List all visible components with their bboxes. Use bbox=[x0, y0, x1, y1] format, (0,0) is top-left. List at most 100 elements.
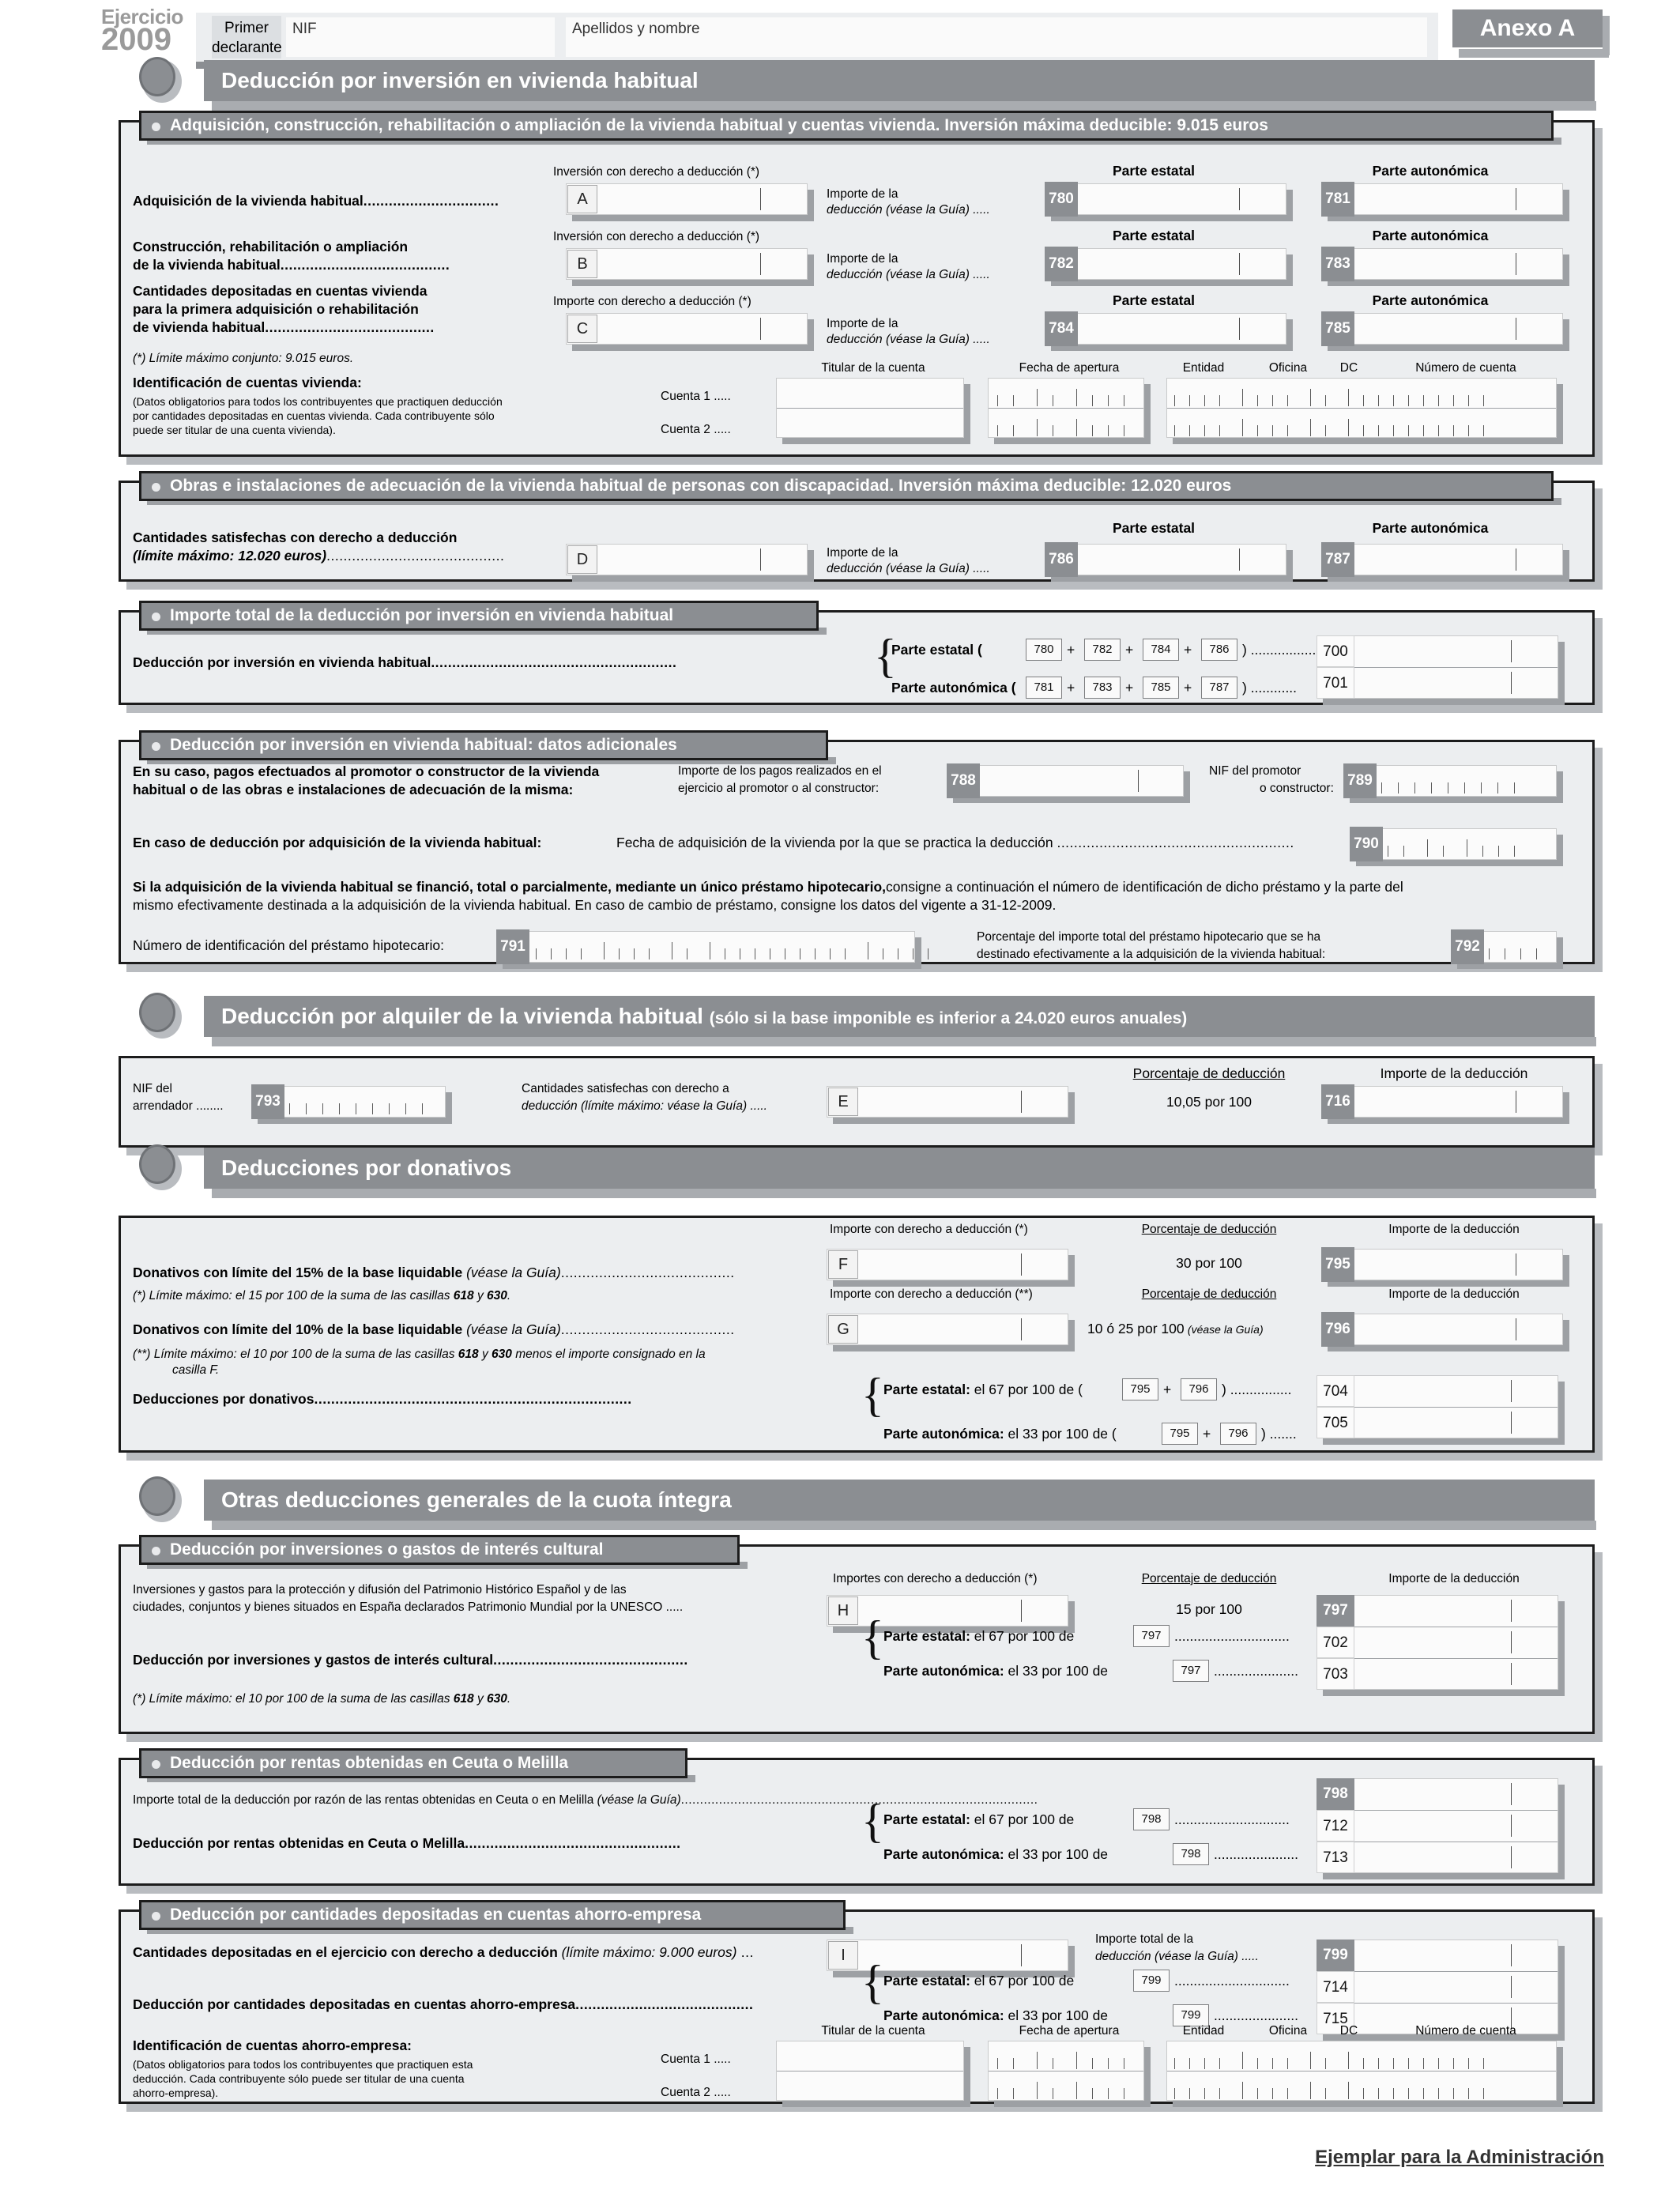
input-box-b[interactable] bbox=[566, 248, 808, 280]
input-box-h[interactable] bbox=[827, 1595, 1068, 1627]
sub4-p1-l2: habitual o de las obras e instalaciones … bbox=[133, 782, 574, 797]
input-box-c[interactable] bbox=[566, 313, 808, 345]
decimal-sep bbox=[1511, 1846, 1512, 1868]
sub4-bar-shadow bbox=[147, 757, 836, 764]
ahorro-imp-l1: Importe total de la bbox=[1095, 1932, 1194, 1946]
ref-799-estatal: 799 bbox=[1133, 1970, 1170, 1992]
cuentas-ahorro-note-1: (Datos obligatorios para todos los contr… bbox=[133, 2058, 473, 2071]
input-box-f[interactable] bbox=[827, 1249, 1068, 1280]
row-cuentas-label-l3: de vivienda habitual....................… bbox=[133, 319, 435, 335]
input-box-781[interactable] bbox=[1321, 183, 1563, 215]
decimal-sep bbox=[1021, 1600, 1022, 1622]
ceuta-auton-line: Parte autonómica: el 33 por 100 de bbox=[883, 1846, 1109, 1862]
ref-797-auton: 797 bbox=[1173, 1660, 1209, 1682]
ccc-tickmarks-3 bbox=[1174, 2052, 1506, 2069]
section2-title-sub: (sólo si la base imponible es inferior a… bbox=[709, 1009, 1188, 1027]
ref-781: 781 bbox=[1026, 677, 1062, 699]
casilla-letter-g: G bbox=[828, 1315, 858, 1344]
input-box-d[interactable] bbox=[566, 544, 808, 575]
col-parte-estatal-2: Parte estatal bbox=[1112, 228, 1196, 243]
input-box-g[interactable] bbox=[827, 1314, 1068, 1345]
arrendador-label-l2: arrendador ........ bbox=[133, 1099, 224, 1113]
don-col-imp-2: Importe con derecho a deducción (**) bbox=[830, 1287, 1033, 1301]
sub41-title-text: Deducción por inversiones o gastos de in… bbox=[170, 1540, 604, 1559]
nif-field[interactable]: NIF bbox=[286, 17, 555, 57]
input-box-797-702-703[interactable] bbox=[1317, 1595, 1558, 1690]
decimal-sep bbox=[1021, 1318, 1022, 1340]
bullet-icon bbox=[152, 613, 160, 621]
brace-icon: { bbox=[874, 630, 897, 682]
decimal-sep bbox=[1511, 1815, 1512, 1837]
input-box-783[interactable] bbox=[1321, 248, 1563, 280]
section4-title-text: Otras deducciones generales de la cuota … bbox=[221, 1487, 732, 1512]
apellidos-field[interactable]: Apellidos y nombre bbox=[566, 17, 1427, 57]
input-box-780[interactable] bbox=[1045, 183, 1286, 215]
casilla-793: 793 bbox=[251, 1084, 284, 1119]
th-titular-1: Titular de la cuenta bbox=[821, 361, 925, 375]
input-box-795[interactable] bbox=[1321, 1249, 1563, 1280]
section1-bar-shadow bbox=[212, 101, 1596, 111]
divider bbox=[1317, 1810, 1558, 1811]
cuentas-vivienda-title: Identificación de cuentas vivienda: bbox=[133, 375, 362, 390]
sub4-p1-r1: Importe de los pagos realizados en el bbox=[678, 764, 882, 778]
donativos-10-label: Donativos con límite del 10% de la base … bbox=[133, 1321, 735, 1337]
sub3-bar-shadow bbox=[147, 628, 827, 635]
input-box-799-714-715[interactable] bbox=[1317, 1940, 1558, 2034]
section3-bullet-icon bbox=[139, 1144, 182, 1190]
casilla-797: 797 bbox=[1317, 1595, 1354, 1627]
sub42-title: Deducción por rentas obtenidas en Ceuta … bbox=[139, 1748, 687, 1778]
bullet-icon bbox=[152, 123, 160, 131]
ref-786: 786 bbox=[1201, 639, 1237, 661]
sub4-p5-l1: Porcentaje del importe total del préstam… bbox=[977, 930, 1321, 944]
casilla-704: 704 bbox=[1317, 1375, 1354, 1407]
ref-797-estatal: 797 bbox=[1133, 1625, 1170, 1647]
input-box-786[interactable] bbox=[1045, 544, 1286, 575]
fecha-tickmarks-2 bbox=[997, 419, 1147, 436]
input-box-789[interactable] bbox=[1343, 765, 1557, 797]
ref-798-auton: 798 bbox=[1173, 1843, 1209, 1865]
sub3-title-text: Importe total de la deducción por invers… bbox=[170, 606, 674, 624]
decimal-sep bbox=[1239, 548, 1240, 571]
input-box-i[interactable] bbox=[827, 1940, 1068, 1971]
cult-desc-l2: ciudades, conjuntos y bienes situados en… bbox=[133, 1600, 684, 1614]
don-col-imp-ded-2: Importe de la deducción bbox=[1388, 1287, 1520, 1301]
input-box-782[interactable] bbox=[1045, 248, 1286, 280]
cuentas-ahorro-title: Identificación de cuentas ahorro-empresa… bbox=[133, 2038, 412, 2053]
sub4-p1-l1: En su caso, pagos efectuados al promotor… bbox=[133, 763, 600, 779]
input-box-a[interactable] bbox=[566, 183, 808, 215]
porcentaje-tickmarks bbox=[1489, 942, 1552, 959]
ceuta-total-label: Deducción por rentas obtenidas en Ceuta … bbox=[133, 1835, 681, 1851]
pct-value-alquiler: 10,05 por 100 bbox=[1166, 1094, 1252, 1110]
importe-ded-label-2a: Importe de la bbox=[827, 252, 898, 266]
sub2-title: Obras e instalaciones de adecuación de l… bbox=[139, 471, 1554, 501]
input-box-784[interactable] bbox=[1045, 313, 1286, 345]
ceuta-desc: Importe total de la deducción por razón … bbox=[133, 1793, 1038, 1807]
cult-total-label: Deducción por inversiones y gastos de in… bbox=[133, 1652, 688, 1668]
ref-784: 784 bbox=[1143, 639, 1179, 661]
input-box-e[interactable] bbox=[827, 1086, 1068, 1118]
cuentas-vivienda-note-3: puede ser titular de una cuenta vivienda… bbox=[133, 424, 336, 436]
bullet-icon bbox=[152, 1912, 160, 1921]
input-box-785[interactable] bbox=[1321, 313, 1563, 345]
th-dc-2: DC bbox=[1339, 2024, 1358, 2038]
th-oficina-2: Oficina bbox=[1268, 2024, 1308, 2038]
sub41-bar-shadow bbox=[147, 1562, 748, 1569]
casilla-703: 703 bbox=[1317, 1658, 1354, 1690]
input-box-716[interactable] bbox=[1321, 1086, 1563, 1118]
sub4-p3-l2: mismo efectivamente destinada a la adqui… bbox=[133, 897, 1057, 913]
sub2-bar-shadow bbox=[147, 498, 1561, 505]
input-box-787[interactable] bbox=[1321, 544, 1563, 575]
sub4-p2-rest: Fecha de adquisición de la vivienda por … bbox=[616, 835, 1294, 850]
sub4-nif-prom-l1: NIF del promotor bbox=[1209, 764, 1301, 778]
bullet-icon bbox=[152, 742, 160, 751]
input-box-798-712-713[interactable] bbox=[1317, 1778, 1558, 1873]
sub1-bar-shadow bbox=[147, 138, 1561, 145]
sub2-label-l1: Cantidades satisfechas con derecho a ded… bbox=[133, 530, 458, 545]
importe-ded-label-3b: deducción (véase la Guía) ..... bbox=[827, 333, 990, 346]
don-estatal-line: Parte estatal: el 67 por 100 de ( bbox=[883, 1382, 1083, 1397]
input-box-788[interactable] bbox=[947, 765, 1184, 797]
cuentas-ahorro-note-3: ahorro-empresa). bbox=[133, 2087, 219, 2099]
input-box-796[interactable] bbox=[1321, 1314, 1563, 1345]
col-parte-autonomica-1: Parte autonómica bbox=[1372, 163, 1489, 179]
